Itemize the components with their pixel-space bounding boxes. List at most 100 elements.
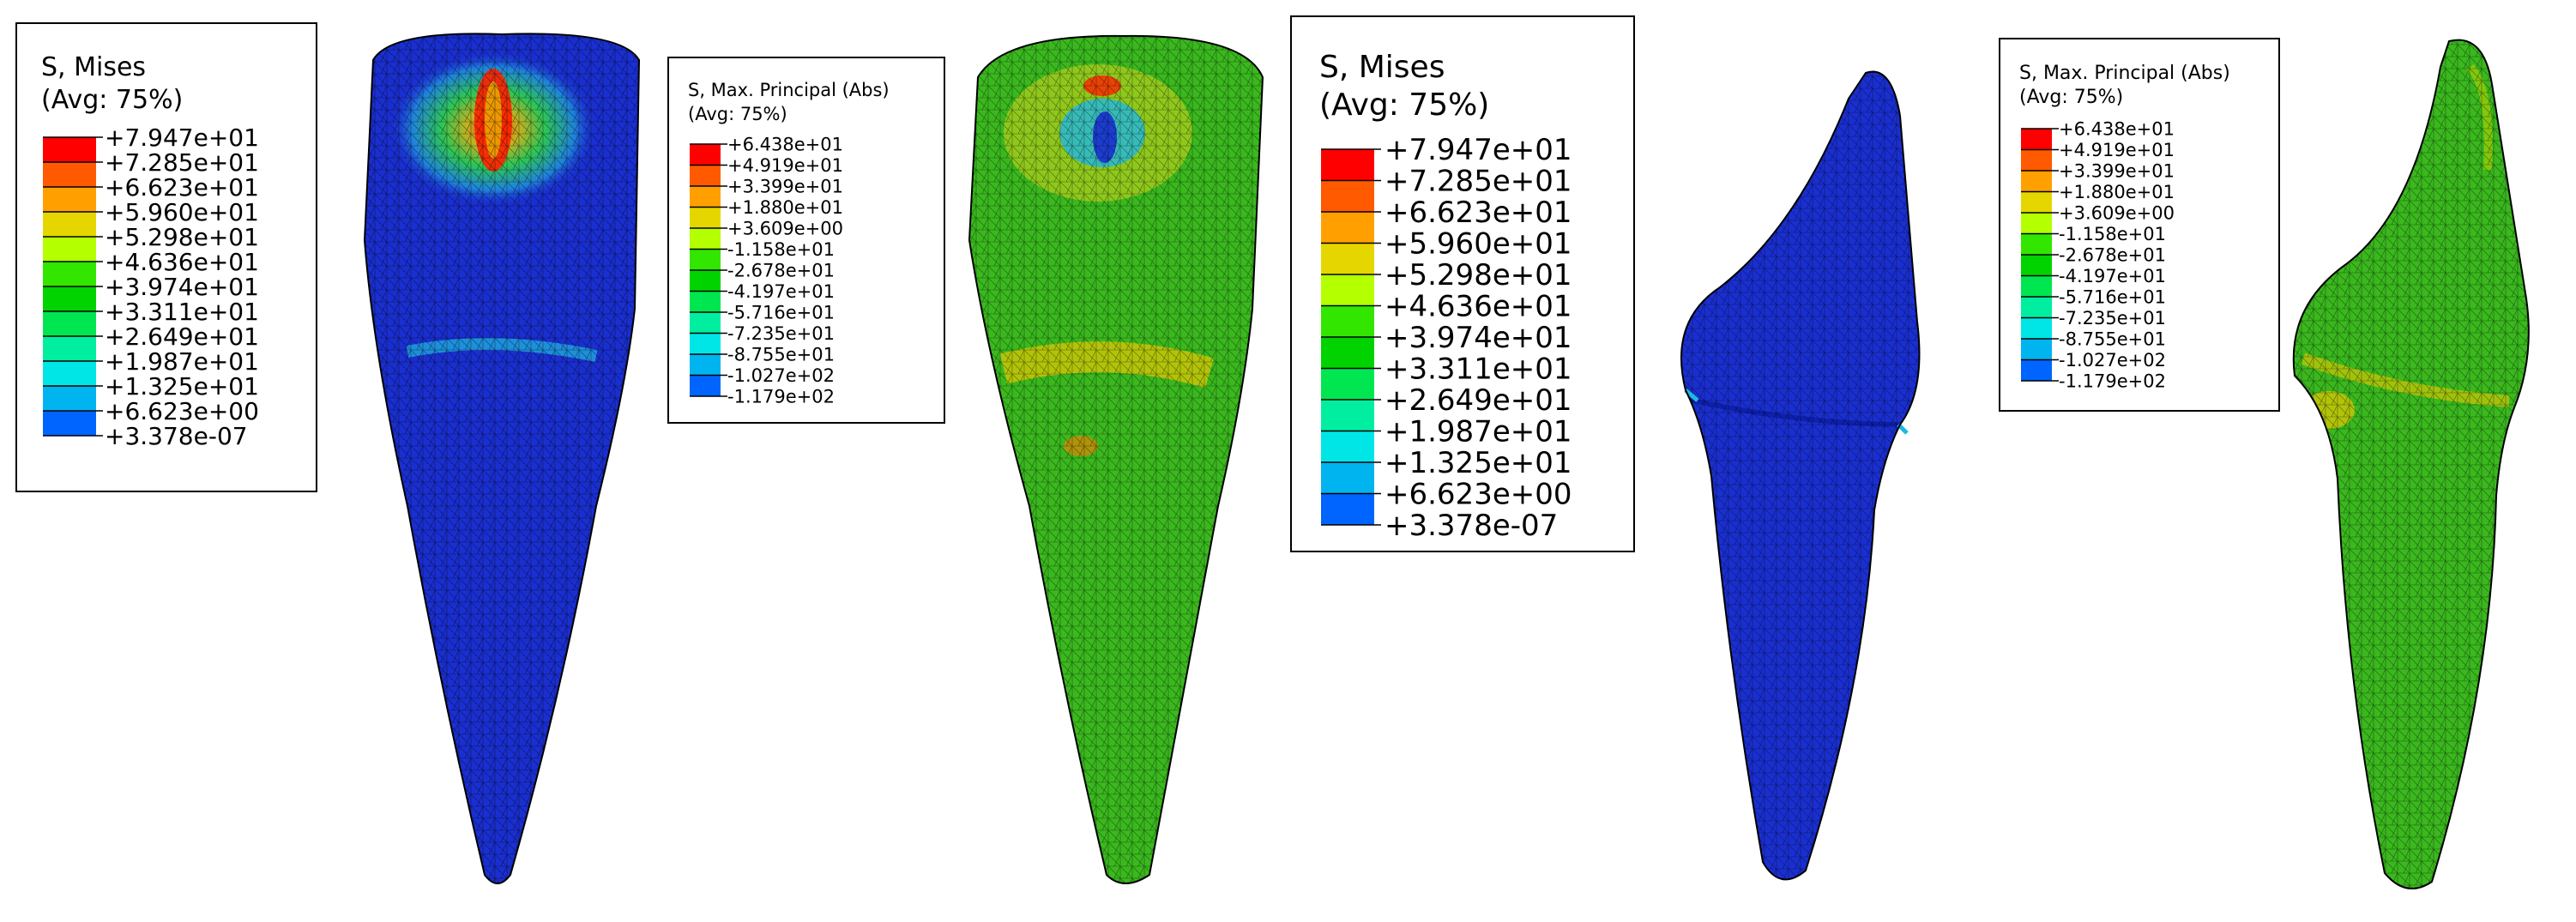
- legend-value: -7.235e+01: [727, 323, 835, 344]
- legend-value: +6.438e+01: [2059, 119, 2175, 140]
- legend-mises-2: S, Mises (Avg: 75%) +7.947e+01 +7.285e+01…: [1290, 15, 1635, 552]
- legend-color-band: [43, 286, 96, 311]
- legend-value: -8.755e+01: [2059, 329, 2166, 350]
- legend-color-band: [2021, 297, 2052, 318]
- tooth-2-principal: [952, 26, 1278, 901]
- legend-value: +4.636e+01: [105, 248, 259, 276]
- legend-color-band: [1321, 493, 1374, 525]
- legend-value: +6.623e+01: [1385, 196, 1572, 230]
- legend-color-band: [1321, 368, 1374, 400]
- legend-value: +7.285e+01: [105, 148, 259, 177]
- legend-color-band: [690, 291, 721, 312]
- legend-scale: +7.947e+01+7.285e+01+6.623e+01+5.960e+01…: [1321, 133, 1572, 543]
- legend-avg: (Avg: 75%): [41, 85, 183, 115]
- legend-value: +6.623e+00: [1385, 478, 1572, 512]
- legend-value: +3.378e-07: [1385, 509, 1558, 543]
- legend-value: +1.987e+01: [1385, 415, 1572, 449]
- legend-value: +3.311e+01: [1385, 353, 1572, 387]
- tooth-4-svg: [2292, 39, 2530, 889]
- legend-value: -1.027e+02: [2059, 350, 2166, 371]
- legend-color-band: [690, 249, 721, 270]
- legend-color-band: [690, 144, 721, 166]
- legend-color-band: [43, 262, 96, 286]
- legend-value: -1.179e+02: [2059, 371, 2166, 392]
- legend-value: -4.197e+01: [727, 281, 835, 302]
- legend-color-band: [2021, 255, 2052, 276]
- legend-value: -1.158e+01: [2059, 224, 2166, 244]
- legend-color-band: [1321, 180, 1374, 212]
- legend-value: +4.919e+01: [727, 155, 843, 176]
- legend-value: +4.919e+01: [2059, 140, 2175, 160]
- legend-value: +5.298e+01: [1385, 258, 1572, 292]
- legend-color-band: [2021, 213, 2052, 234]
- legend-title: S, Max. Principal (Abs): [2019, 63, 2230, 84]
- legend-color-band: [690, 228, 721, 250]
- legend-color-band: [43, 162, 96, 187]
- tooth-2-svg: [968, 34, 1264, 884]
- legend-color-band: [690, 354, 721, 376]
- legend-scale: +6.438e+01+4.919e+01+3.399e+01+1.880e+01…: [690, 135, 843, 407]
- legend-scale: +7.947e+01+7.285e+01+6.623e+01+5.960e+01…: [43, 124, 259, 450]
- legend-value: -5.716e+01: [727, 303, 835, 323]
- legend-color-band: [2021, 233, 2052, 255]
- legend-color-band: [690, 207, 721, 228]
- tooth-1-svg: [363, 33, 641, 884]
- legend-value: +3.311e+01: [105, 298, 259, 326]
- legend-color-band: [690, 333, 721, 354]
- legend-mises-2-svg: S, Mises (Avg: 75%) +7.947e+01+7.285e+01…: [1319, 50, 1572, 543]
- tooth-3-svg: [1680, 70, 1921, 881]
- legend-color-band: [690, 312, 721, 334]
- legend-color-band: [1321, 431, 1374, 462]
- legend-value: +7.947e+01: [1385, 133, 1572, 167]
- legend-principal-2: S, Max. Principal (Abs) (Avg: 75%) +6.43…: [1999, 38, 2280, 412]
- legend-value: +2.649e+01: [105, 322, 259, 351]
- legend-value: +2.649e+01: [1385, 383, 1572, 418]
- legend-value: -2.678e+01: [2059, 245, 2166, 266]
- legend-mises-1-svg: S, Mises (Avg: 75%) +7.947e+01+7.285e+01…: [41, 52, 259, 450]
- legend-title: S, Mises: [41, 52, 146, 82]
- legend-value: +7.947e+01: [105, 124, 259, 152]
- legend-principal-2-svg: S, Max. Principal (Abs) (Avg: 75%) +6.43…: [2019, 63, 2230, 392]
- legend-color-band: [43, 361, 96, 386]
- legend-value: +3.399e+01: [2059, 161, 2175, 182]
- legend-value: +1.325e+01: [105, 372, 259, 401]
- legend-color-band: [2021, 191, 2052, 213]
- legend-value: -2.678e+01: [727, 261, 835, 281]
- legend-value: +7.285e+01: [1385, 165, 1572, 199]
- legend-value: -8.755e+01: [727, 345, 835, 365]
- legend-value: +4.636e+01: [1385, 290, 1572, 324]
- legend-value: +6.623e+01: [105, 173, 259, 202]
- tooth-1-mises: [339, 26, 656, 901]
- legend-value: -5.716e+01: [2059, 287, 2166, 308]
- legend-principal-1-svg: S, Max. Principal (Abs) (Avg: 75%) +6.43…: [688, 80, 890, 407]
- legend-color-band: [43, 311, 96, 336]
- legend-title: S, Max. Principal (Abs): [688, 80, 890, 100]
- legend-value: -7.235e+01: [2059, 308, 2166, 328]
- tooth-3-mises: [1668, 64, 1952, 888]
- legend-principal-1: S, Max. Principal (Abs) (Avg: 75%) +6.43…: [667, 57, 945, 424]
- legend-color-band: [2021, 359, 2052, 381]
- legend-color-band: [2021, 129, 2052, 150]
- legend-color-band: [690, 375, 721, 396]
- legend-color-band: [43, 237, 96, 262]
- legend-color-band: [690, 186, 721, 208]
- legend-avg: (Avg: 75%): [688, 104, 787, 124]
- legend-color-band: [1321, 400, 1374, 431]
- legend-color-band: [2021, 171, 2052, 192]
- legend-avg: (Avg: 75%): [2019, 87, 2123, 108]
- legend-value: +3.378e-07: [105, 422, 248, 450]
- tooth-4-principal: [2277, 33, 2561, 899]
- legend-value: +3.609e+00: [727, 219, 843, 239]
- legend-value: +3.399e+01: [727, 177, 843, 197]
- legend-color-band: [690, 165, 721, 186]
- legend-color-band: [1321, 462, 1374, 494]
- legend-color-band: [43, 386, 96, 411]
- legend-color-band: [1321, 243, 1374, 274]
- legend-color-band: [1321, 305, 1374, 337]
- legend-value: +1.880e+01: [727, 197, 843, 218]
- legend-value: +1.325e+01: [1385, 446, 1572, 480]
- legend-color-band: [43, 336, 96, 361]
- legend-mises-1: S, Mises (Avg: 75%) +7.947e+01 +7.285e+01…: [15, 22, 317, 492]
- legend-value: +6.623e+00: [105, 397, 259, 425]
- legend-avg: (Avg: 75%): [1319, 87, 1489, 123]
